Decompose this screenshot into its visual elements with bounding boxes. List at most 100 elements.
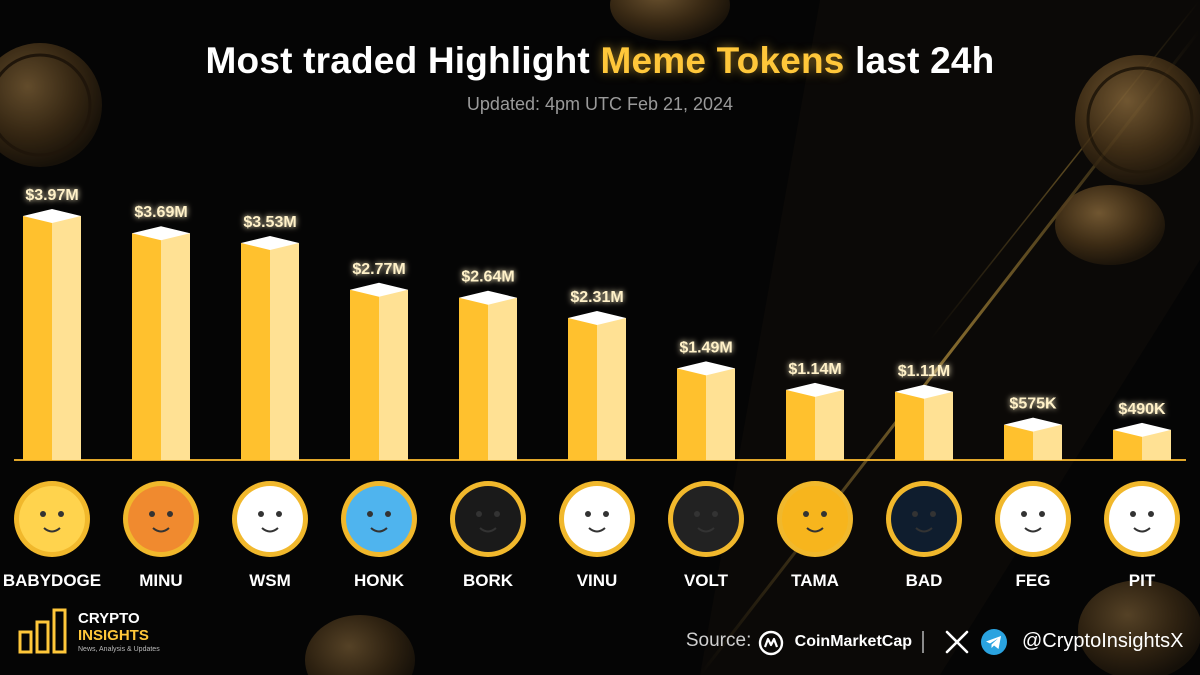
token-name-label: MINU [139, 571, 182, 590]
bar-value-label: $490K [1118, 401, 1166, 418]
token-logo-eye-right [1039, 511, 1045, 517]
social-handle[interactable]: @CryptoInsightsX [1022, 630, 1184, 652]
bar-babydoge [23, 209, 81, 460]
bar-top-cap [241, 236, 299, 251]
token-logo-fill [346, 486, 412, 552]
token-logo-mouth [261, 527, 279, 533]
source-name: CoinMarketCap [794, 633, 912, 650]
bar-vinu [568, 311, 626, 460]
token-name-label: BORK [463, 571, 514, 590]
bar-side-face [488, 297, 517, 460]
bar-front-face [1004, 424, 1033, 460]
logo-line1: CRYPTO [78, 610, 140, 627]
bar-bad [895, 384, 953, 460]
token-logo-tama [777, 481, 853, 557]
bar-value-label: $2.64M [461, 269, 514, 286]
coin-decoration-top [610, 0, 730, 41]
bar-side-face [270, 243, 299, 460]
token-logo-fill [128, 486, 194, 552]
token-name-label: VINU [577, 571, 618, 590]
token-logo-mouth [43, 527, 61, 533]
token-logo-mouth [152, 527, 170, 533]
bar-tama [786, 382, 844, 460]
token-name-label: BABYDOGE [3, 571, 101, 590]
token-logo-mouth [588, 527, 606, 533]
bar-top-cap [677, 361, 735, 376]
token-logo-fill [455, 486, 521, 552]
token-name-label: PIT [1129, 571, 1156, 590]
coin-decoration-left [0, 43, 102, 167]
bar-side-face [52, 216, 81, 460]
bar-side-face [379, 289, 408, 460]
token-logo-eye-left [694, 511, 700, 517]
token-logo-eye-right [494, 511, 500, 517]
telegram-icon[interactable] [980, 628, 1008, 656]
coin-decoration-bottom [305, 580, 1200, 675]
bar-top-cap [786, 382, 844, 397]
x-icon[interactable] [944, 629, 970, 655]
token-name-label: WSM [249, 571, 291, 590]
token-name-label: BAD [906, 571, 943, 590]
logo-tagline: News, Analysis & Updates [78, 646, 160, 653]
bar-front-face [677, 368, 706, 460]
bar-value-label: $575K [1009, 396, 1057, 413]
token-logo-fill [564, 486, 630, 552]
token-logo-eye-right [930, 511, 936, 517]
bar-value-label: $3.53M [243, 214, 296, 231]
token-logo-eye-left [1021, 511, 1027, 517]
bar-top-cap [1004, 417, 1062, 432]
page-subtitle: Updated: 4pm UTC Feb 21, 2024 [466, 94, 734, 114]
token-logo-eye-left [258, 511, 264, 517]
token-logo-eye-left [803, 511, 809, 517]
token-logo-honk [341, 481, 417, 557]
token-logo-mouth [1024, 527, 1042, 533]
bar-side-face [924, 391, 953, 460]
token-logo-eye-left [1130, 511, 1136, 517]
token-logo-pit [1104, 481, 1180, 557]
token-logo-eye-right [167, 511, 173, 517]
coinmarketcap-icon [758, 630, 784, 656]
bar-side-face [597, 318, 626, 460]
bar-top-cap [1113, 422, 1171, 437]
logo-bars-icon [18, 608, 67, 654]
bar-side-face [1033, 424, 1062, 460]
token-logo-eye-right [821, 511, 827, 517]
bar-value-label: $3.97M [25, 187, 78, 204]
token-logo-fill [19, 486, 85, 552]
bar-front-face [23, 216, 52, 460]
bar-value-label: $2.77M [352, 261, 405, 278]
bar-bork [459, 290, 517, 460]
bar-volt [677, 361, 735, 460]
bar-value-label: $1.11M [898, 363, 950, 380]
token-logo-eye-left [367, 511, 373, 517]
token-logo-eye-right [712, 511, 718, 517]
token-logo-eye-right [603, 511, 609, 517]
crypto-insights-logo: CRYPTO INSIGHTS News, Analysis & Updates [18, 606, 198, 666]
bar-side-face [815, 389, 844, 460]
bar-top-cap [132, 226, 190, 241]
title-part2: last 24h [855, 40, 995, 81]
footer-divider [922, 631, 924, 653]
bar-top-cap [568, 311, 626, 326]
bar-front-face [459, 297, 488, 460]
bar-wsm [241, 236, 299, 460]
source-label: Source: [685, 630, 752, 651]
title-part1: Most traded Highlight [205, 40, 590, 81]
bar-value-label: $1.49M [679, 339, 732, 356]
token-logo-babydoge [14, 481, 90, 557]
token-logo-eye-right [385, 511, 391, 517]
token-logo-fill [782, 486, 848, 552]
bar-value-label: $2.31M [570, 289, 623, 306]
token-logo-minu [123, 481, 199, 557]
bar-side-face [161, 233, 190, 460]
token-logo-wsm [232, 481, 308, 557]
bar-front-face [786, 389, 815, 460]
token-logo-eye-left [149, 511, 155, 517]
token-logo-fill [673, 486, 739, 552]
token-logo-bork [450, 481, 526, 557]
token-logo-volt [668, 481, 744, 557]
token-logo-eye-right [1148, 511, 1154, 517]
token-logo-mouth [479, 527, 497, 533]
bar-front-face [568, 318, 597, 460]
token-logo-eye-left [912, 511, 918, 517]
